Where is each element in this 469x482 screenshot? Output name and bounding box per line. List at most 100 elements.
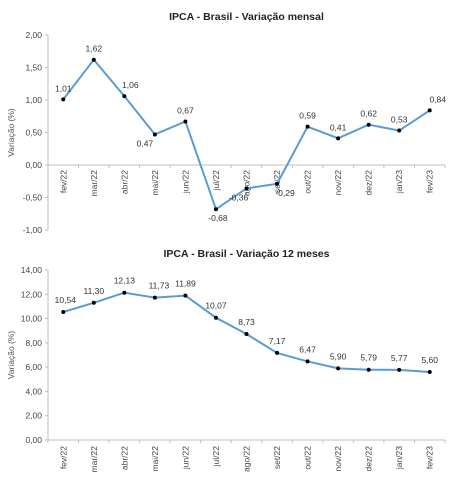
data-label: -0,29	[275, 188, 295, 198]
data-label: 10,54	[55, 295, 77, 305]
data-label: 5,60	[421, 355, 438, 365]
y-tick-label: -0,50	[23, 193, 43, 203]
data-label: 11,30	[83, 286, 104, 296]
data-point	[427, 370, 432, 374]
y-tick-label: 1,00	[25, 95, 42, 105]
x-tick-label: mai/22	[150, 446, 160, 472]
data-label: 5,90	[330, 351, 347, 361]
y-tick-label: 2,00	[25, 30, 42, 40]
data-point	[336, 136, 341, 141]
y-tick-label: 1,50	[25, 63, 42, 73]
y-tick-label: 14,00	[21, 265, 43, 275]
data-label: 5,77	[391, 353, 408, 363]
data-point	[91, 300, 96, 305]
x-tick-label: mai/22	[150, 170, 160, 196]
data-label: 1,01	[55, 83, 72, 93]
x-tick-label: jul/22	[211, 170, 221, 192]
y-tick-label: 0,50	[25, 128, 42, 138]
twelve-month-variation-chart: IPCA - Brasil - Variação 12 meses Variaçã…	[6, 248, 446, 473]
x-tick-label: fev/23	[425, 446, 435, 469]
x-tick-label: ago/22	[242, 446, 252, 472]
data-label: -0,36	[229, 192, 249, 202]
x-tick-label: fev/23	[425, 170, 435, 193]
data-point	[183, 119, 188, 124]
data-label: 6,47	[299, 344, 316, 354]
data-point	[305, 124, 310, 129]
y-tick-label: 10,00	[21, 314, 43, 324]
x-tick-label: jan/23	[394, 170, 404, 194]
data-point	[122, 94, 127, 99]
x-tick-label: abr/22	[119, 446, 129, 470]
x-tick-label: dez/22	[364, 170, 374, 196]
data-label: 1,06	[122, 80, 139, 90]
y-tick-label: 8,00	[25, 338, 42, 348]
data-label: 11,89	[175, 279, 196, 289]
data-label: 10,07	[205, 301, 227, 311]
x-tick-label: nov/22	[333, 446, 343, 472]
x-tick-label: out/22	[303, 446, 313, 470]
data-point	[397, 367, 402, 372]
data-label: 0,53	[391, 115, 408, 125]
x-tick-label: fev/22	[58, 170, 68, 193]
data-point	[183, 293, 188, 298]
x-tick-label: fev/22	[58, 446, 68, 469]
y-axis-label: Variação (%)	[6, 108, 16, 157]
data-point	[275, 350, 280, 355]
y-tick-label: 0,00	[25, 435, 42, 445]
chart-title: IPCA - Brasil - Variação 12 meses	[164, 248, 330, 260]
x-tick-label: abr/22	[119, 170, 129, 194]
data-point	[122, 290, 127, 295]
x-tick-label: jul/22	[211, 446, 221, 468]
chart-title: IPCA - Brasil - Variação mensal	[169, 11, 324, 23]
x-tick-label: ago/22	[242, 170, 252, 196]
data-point	[397, 128, 402, 133]
y-tick-label: 4,00	[25, 386, 42, 396]
data-point	[213, 315, 218, 320]
y-tick-label: 0,00	[25, 160, 42, 170]
monthly-variation-chart: IPCA - Brasil - Variação mensal Variação …	[6, 11, 446, 235]
data-point	[152, 295, 157, 300]
y-tick-label: 12,00	[21, 289, 43, 299]
data-label: 0,67	[177, 105, 194, 115]
data-point	[244, 331, 249, 336]
y-tick-label: -1,00	[23, 225, 43, 235]
x-tick-label: jan/23	[394, 446, 404, 470]
x-tick-label: mar/22	[89, 446, 99, 473]
x-tick-label: dez/22	[364, 446, 374, 472]
data-point	[152, 132, 157, 137]
data-label: 0,84	[429, 94, 446, 104]
data-label: 7,17	[269, 336, 286, 346]
data-point	[61, 310, 66, 315]
data-point	[366, 367, 371, 372]
x-tick-label: set/22	[272, 170, 282, 193]
data-label: 0,41	[330, 122, 347, 132]
data-label: 11,73	[149, 281, 170, 291]
x-tick-label: mar/22	[89, 170, 99, 197]
data-label: 12,13	[114, 276, 136, 286]
y-tick-label: 6,00	[25, 362, 42, 372]
data-point	[244, 186, 249, 191]
data-point	[91, 57, 96, 62]
data-label: 0,47	[137, 138, 154, 148]
data-point	[305, 359, 310, 364]
data-label: -0,68	[208, 213, 228, 223]
data-label: 0,59	[299, 111, 316, 121]
data-point	[427, 108, 432, 113]
x-tick-label: nov/22	[333, 170, 343, 196]
data-point	[61, 97, 66, 102]
y-axis-label: Variação (%)	[6, 331, 16, 380]
x-tick-label: jun/22	[180, 446, 190, 470]
data-label: 1,62	[86, 44, 103, 54]
x-tick-label: jun/22	[180, 170, 190, 194]
data-point	[336, 366, 341, 371]
x-tick-label: out/22	[303, 170, 313, 194]
data-point	[275, 181, 280, 186]
data-label: 0,62	[360, 109, 377, 119]
y-tick-label: 2,00	[25, 411, 42, 421]
data-point	[213, 207, 218, 212]
x-tick-label: set/22	[272, 446, 282, 469]
data-label: 5,79	[360, 353, 377, 363]
data-point	[366, 122, 371, 127]
data-label: 8,73	[238, 317, 255, 327]
